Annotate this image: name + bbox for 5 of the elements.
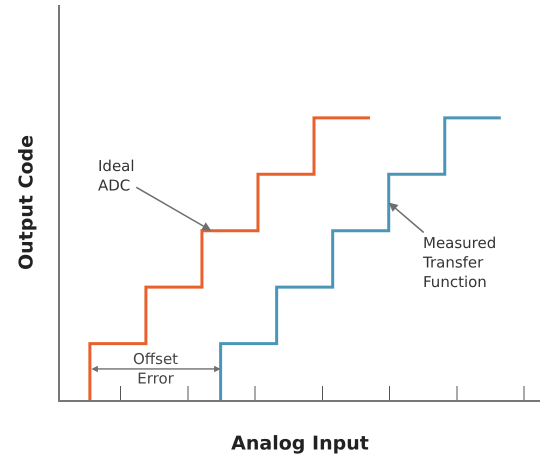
- annotation: Ideal ADC: [98, 157, 135, 194]
- x-axis-title: Analog Input: [231, 432, 369, 454]
- y-axis-title: Output Code: [15, 134, 38, 270]
- annotation: Measured Transfer Function: [422, 234, 496, 291]
- annotation: Offset Error: [133, 350, 178, 388]
